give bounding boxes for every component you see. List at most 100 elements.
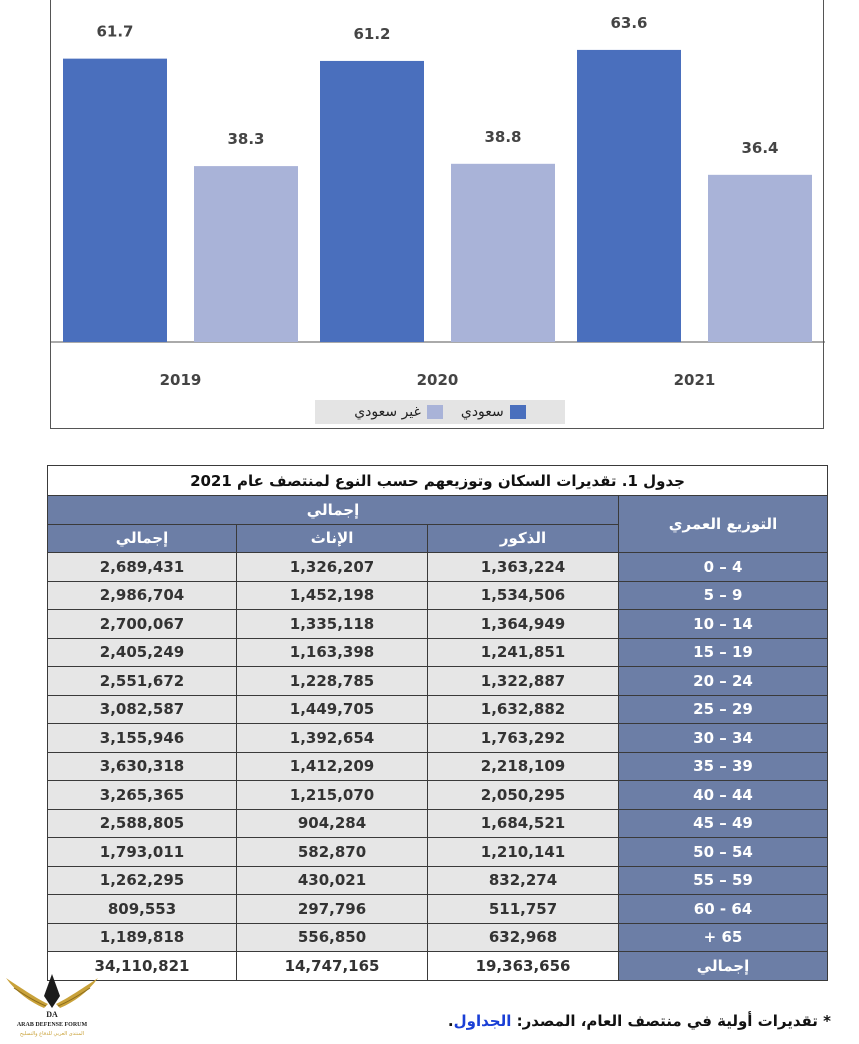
age-cell: 19 – 15 [618,637,829,667]
females-cell: 297,796 [236,894,429,924]
age-cell: 49 – 45 [618,808,829,838]
bar-non-saudi-2020 [451,163,555,342]
total-cell: 2,689,431 [46,552,238,582]
table-row: 49 – 45 1,684,521 904,284 2,588,805 [46,808,829,838]
data-label-non-saudi-2020: 38.8 [484,128,521,146]
females-cell: 430,021 [236,865,429,895]
total-cell: 809,553 [46,894,238,924]
col-header-males: الذكور [427,523,620,553]
data-label-saudi-2020: 61.2 [353,25,390,43]
footnote-link[interactable]: الجداول [453,1012,512,1030]
males-cell: 2,218,109 [427,751,620,781]
legend-swatch-saudi [509,405,526,419]
females-cell: 1,326,207 [236,552,429,582]
age-cell: 44 – 40 [618,780,829,810]
age-cell: 29 – 25 [618,694,829,724]
logo-name: ARAB DEFENSE FORUM [17,1022,88,1028]
total-cell: 2,986,704 [46,580,238,610]
logo-subtitle: المنتدى العربي للدفاع والتسليح [20,1031,84,1037]
chart-legend: سعودي غير سعودي [315,400,565,424]
bar-saudi-2019 [63,58,167,343]
table-row: 59 – 55 832,274 430,021 1,262,295 [46,865,829,895]
table-row: 29 – 25 1,632,882 1,449,705 3,082,587 [46,694,829,724]
total-cell: 3,265,365 [46,780,238,810]
males-cell: 1,210,141 [427,837,620,867]
males-cell: 632,968 [427,922,620,952]
table-row: 39 – 35 2,218,109 1,412,209 3,630,318 [46,751,829,781]
age-header: التوزيع العمري [618,495,829,553]
males-cell: 511,757 [427,894,620,924]
age-cell: 9 – 5 [618,580,829,610]
age-cell: 14 – 10 [618,609,829,639]
table-row: 34 – 30 1,763,292 1,392,654 3,155,946 [46,723,829,753]
females-cell: 1,163,398 [236,637,429,667]
chart-canvas: 61.7 38.3 2019 61.2 38.8 2020 63.6 36.4 2021 [51,14,825,389]
females-cell: 556,850 [236,922,429,952]
footnote-end: . [447,1012,454,1030]
table-title: جدول 1. تقديرات السكان وتوزيعهم حسب النو… [46,465,829,496]
females-cell: 1,335,118 [236,609,429,639]
age-cell: 34 – 30 [618,723,829,753]
data-label-non-saudi-2019: 38.3 [227,130,264,148]
females-cell: 1,392,654 [236,723,429,753]
males-cell: 1,632,882 [427,694,620,724]
females-cell: 904,284 [236,808,429,838]
males-cell: 1,684,521 [427,808,620,838]
total-cell: 1,262,295 [46,865,238,895]
total-cell: 34,110,821 [46,951,238,981]
total-cell: 2,405,249 [46,637,238,667]
bar-non-saudi-2021 [708,174,812,342]
col-header-females: الإناث [236,523,429,553]
females-cell: 1,215,070 [236,780,429,810]
table-row: 54 – 50 1,210,141 582,870 1,793,011 [46,837,829,867]
males-cell: 1,364,949 [427,609,620,639]
table-row: 19 – 15 1,241,851 1,163,398 2,405,249 [46,637,829,667]
x-tick-label-2021: 2021 [674,371,716,389]
total-cell: 2,588,805 [46,808,238,838]
legend-item-non-saudi: غير سعودي [354,404,443,420]
males-cell: 1,241,851 [427,637,620,667]
age-cell: 64 - 60 [618,894,829,924]
age-cell: 54 – 50 [618,837,829,867]
col-header-total: إجمالي [46,523,238,553]
females-cell: 1,452,198 [236,580,429,610]
males-cell: 1,322,887 [427,666,620,696]
legend-swatch-non-saudi [426,405,443,419]
age-cell: 65 + [618,922,829,952]
age-cell: 4 – 0 [618,552,829,582]
males-cell: 2,050,295 [427,780,620,810]
females-cell: 582,870 [236,837,429,867]
group-header: إجمالي [46,495,620,525]
bar-saudi-2020 [320,60,424,342]
total-cell: 2,700,067 [46,609,238,639]
x-tick-label-2020: 2020 [417,371,459,389]
table-row: 9 – 5 1,534,506 1,452,198 2,986,704 [46,580,829,610]
age-cell: إجمالي [618,951,829,981]
population-table: جدول 1. تقديرات السكان وتوزيعهم حسب النو… [46,465,829,981]
legend-label-non-saudi: غير سعودي [354,404,421,420]
bar-saudi-2021 [577,49,681,343]
total-cell: 3,082,587 [46,694,238,724]
males-cell: 1,763,292 [427,723,620,753]
age-cell: 39 – 35 [618,751,829,781]
age-cell: 59 – 55 [618,865,829,895]
total-cell: 1,793,011 [46,837,238,867]
data-label-saudi-2019: 61.7 [96,23,133,41]
total-cell: 2,551,672 [46,666,238,696]
table-total-row: إجمالي 19,363,656 14,747,165 34,110,821 [46,951,829,981]
table-row: 64 - 60 511,757 297,796 809,553 [46,894,829,924]
females-cell: 14,747,165 [236,951,429,981]
eagle-icon: DA ARAB DEFENSE FORUM المنتدى العربي للد… [6,974,98,1037]
bar-non-saudi-2019 [194,166,298,342]
table-row: 44 – 40 2,050,295 1,215,070 3,265,365 [46,780,829,810]
females-cell: 1,412,209 [236,751,429,781]
age-cell: 24 – 20 [618,666,829,696]
bar-chart: 61.7 38.3 2019 61.2 38.8 2020 63.6 36.4 2021 سعو… [50,0,825,429]
table-row: 4 – 0 1,363,224 1,326,207 2,689,431 [46,552,829,582]
females-cell: 1,449,705 [236,694,429,724]
total-cell: 3,630,318 [46,751,238,781]
table-row: 24 – 20 1,322,887 1,228,785 2,551,672 [46,666,829,696]
table-row: 14 – 10 1,364,949 1,335,118 2,700,067 [46,609,829,639]
footnote-text: * تقديرات أولية في منتصف العام، المصدر: [516,1012,831,1030]
legend-label-saudi: سعودي [460,404,504,420]
